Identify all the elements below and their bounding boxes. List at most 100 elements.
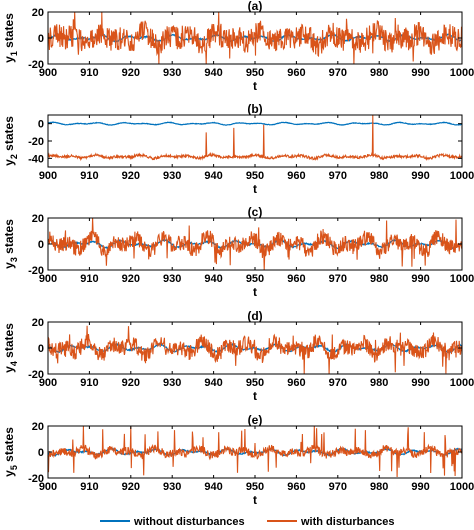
x-tick-label: 980 (370, 67, 388, 79)
series-line-without-disturbances (47, 121, 463, 126)
panel-title: (e) (248, 413, 263, 427)
panels: (a) 900 910 920 930 940 950 960 970 980 990 1000 -20… (2, 0, 474, 507)
panel-2: (b) 900 910 920 930 940 950 960 970 980 990 1000 -40… (2, 102, 474, 196)
y-tick-label: 0 (38, 119, 44, 131)
panel-3: (c) 900 910 920 930 940 950 960 970 980 990 1000 -20… (2, 205, 474, 299)
y-axis-label: y2 states (2, 116, 19, 166)
x-tick-label: 990 (411, 273, 429, 285)
x-tick-label: 900 (39, 273, 57, 285)
series-line-with-disturbances (47, 217, 463, 271)
x-tick-label: 960 (287, 170, 305, 182)
x-tick-label: 940 (204, 67, 222, 79)
x-tick-label: 1000 (450, 377, 474, 389)
x-tick-label: 980 (370, 481, 388, 493)
x-tick-label: 980 (370, 170, 388, 182)
x-tick-label: 920 (122, 170, 140, 182)
x-tick-label: 900 (39, 170, 57, 182)
x-tick-label: 1000 (450, 67, 474, 79)
y-axis-label: y1 states (2, 13, 19, 63)
y-axis-label: y5 states (2, 427, 19, 477)
x-tick-label: 910 (80, 67, 98, 79)
x-tick-label: 940 (204, 377, 222, 389)
x-tick-label: 980 (370, 377, 388, 389)
x-tick-label: 920 (122, 481, 140, 493)
x-tick-label: 990 (411, 377, 429, 389)
x-tick-label: 950 (246, 481, 264, 493)
x-tick-label: 970 (329, 377, 347, 389)
x-tick-label: 960 (287, 377, 305, 389)
x-tick-label: 980 (370, 273, 388, 285)
x-axis-label: t (253, 182, 257, 196)
x-tick-label: 910 (80, 377, 98, 389)
x-tick-label: 970 (329, 273, 347, 285)
y-tick-label: -20 (28, 369, 44, 381)
y-tick-label: 0 (38, 33, 44, 45)
y-tick-label: -20 (28, 59, 44, 71)
x-tick-label: 930 (163, 170, 181, 182)
y-tick-label: 20 (32, 213, 44, 225)
x-tick-label: 910 (80, 481, 98, 493)
x-tick-label: 950 (246, 67, 264, 79)
series-line-with-disturbances (47, 325, 463, 375)
x-tick-label: 940 (204, 481, 222, 493)
y-axis-label: y3 states (2, 219, 19, 269)
y-tick-label: -20 (28, 265, 44, 277)
y-tick-label: 0 (38, 239, 44, 251)
legend: without disturbances with disturbances (100, 516, 395, 528)
x-tick-label: 1000 (450, 170, 474, 182)
panel-title: (a) (248, 0, 263, 13)
y-tick-label: 0 (38, 447, 44, 459)
y-tick-label: -40 (28, 153, 44, 165)
y-tick-label: 20 (32, 7, 44, 19)
x-tick-label: 970 (329, 481, 347, 493)
x-axis-label: t (253, 493, 257, 507)
x-tick-label: 950 (246, 377, 264, 389)
series-line-with-disturbances (47, 114, 463, 162)
x-tick-label: 920 (122, 67, 140, 79)
x-tick-label: 990 (411, 481, 429, 493)
x-tick-label: 920 (122, 273, 140, 285)
x-axis-label: t (253, 285, 257, 299)
panel-1: (a) 900 910 920 930 940 950 960 970 980 990 1000 -20… (2, 0, 474, 93)
x-axis-label: t (253, 389, 257, 403)
x-tick-label: 930 (163, 67, 181, 79)
y-tick-label: -20 (28, 136, 44, 148)
x-tick-label: 900 (39, 481, 57, 493)
y-tick-label: -20 (28, 473, 44, 485)
x-tick-label: 900 (39, 67, 57, 79)
panel-5: (e) 900 910 920 930 940 950 960 970 980 990 1000 -20… (2, 413, 474, 507)
panel-4: (d) 900 910 920 930 940 950 960 970 980 990 1000 -20… (2, 309, 474, 403)
x-tick-label: 960 (287, 481, 305, 493)
x-tick-label: 950 (246, 170, 264, 182)
x-tick-label: 990 (411, 170, 429, 182)
x-tick-label: 1000 (450, 273, 474, 285)
x-tick-label: 910 (80, 170, 98, 182)
y-tick-label: 20 (32, 317, 44, 329)
x-tick-label: 1000 (450, 481, 474, 493)
x-tick-label: 920 (122, 377, 140, 389)
x-tick-label: 940 (204, 273, 222, 285)
y-tick-label: 20 (32, 421, 44, 433)
x-tick-label: 930 (163, 377, 181, 389)
panel-title: (b) (247, 102, 262, 116)
x-tick-label: 970 (329, 170, 347, 182)
x-tick-label: 930 (163, 273, 181, 285)
x-axis-label: t (253, 79, 257, 93)
series-line-with-disturbances (47, 11, 463, 65)
series-line-with-disturbances (47, 425, 463, 478)
y-tick-label: 0 (38, 343, 44, 355)
x-tick-label: 910 (80, 273, 98, 285)
x-tick-label: 950 (246, 273, 264, 285)
x-tick-label: 960 (287, 273, 305, 285)
panel-title: (c) (248, 205, 263, 219)
x-tick-label: 930 (163, 481, 181, 493)
x-tick-label: 990 (411, 67, 429, 79)
x-tick-label: 970 (329, 67, 347, 79)
legend-label-without-disturbances: without disturbances (133, 516, 245, 528)
legend-label-with-disturbances: with disturbances (300, 516, 395, 528)
panel-title: (d) (247, 309, 262, 323)
x-tick-label: 940 (204, 170, 222, 182)
x-tick-label: 900 (39, 377, 57, 389)
x-tick-label: 960 (287, 67, 305, 79)
